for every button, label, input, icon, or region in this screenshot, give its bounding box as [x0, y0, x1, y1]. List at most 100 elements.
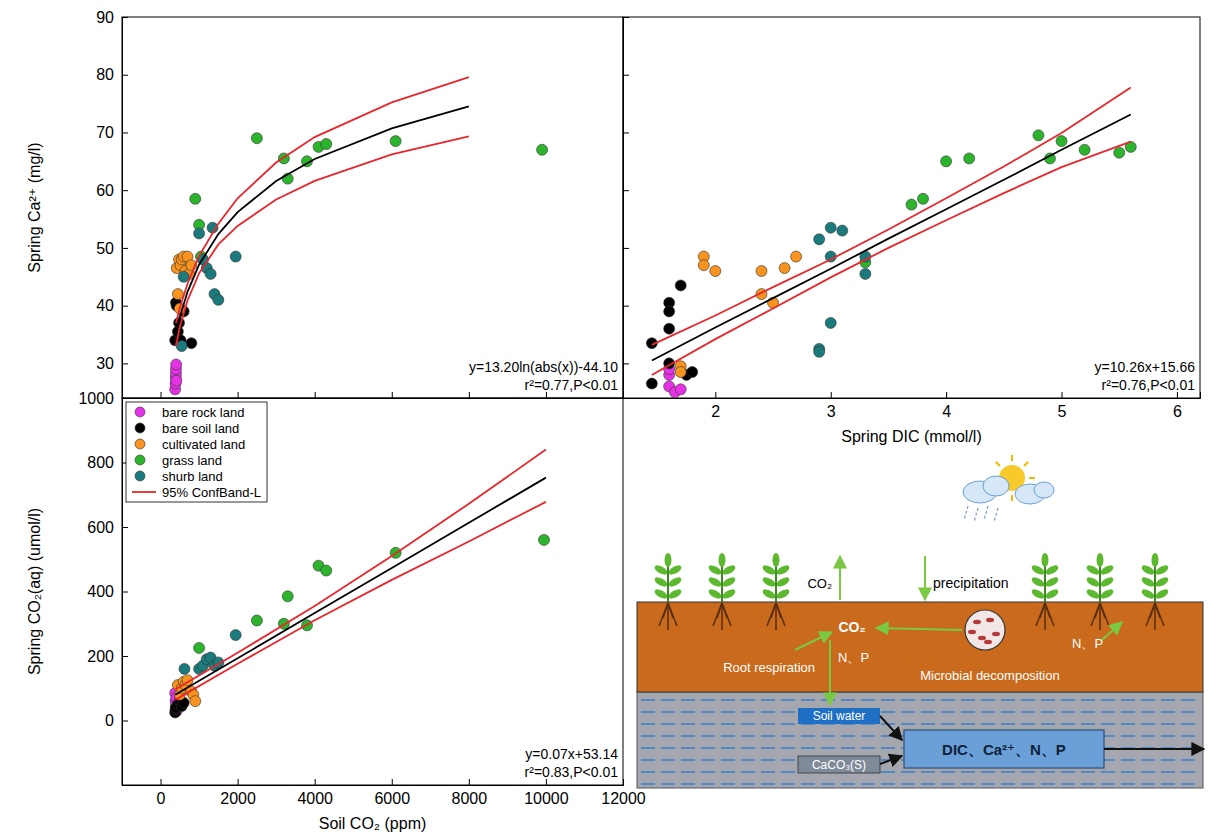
root — [713, 603, 722, 626]
tick-label: 6 — [1173, 403, 1182, 420]
tick-mark — [238, 392, 239, 398]
point — [321, 139, 332, 150]
tick-label: 40 — [96, 297, 114, 314]
root — [663, 603, 668, 618]
tick-mark — [715, 392, 716, 398]
marks — [170, 77, 548, 395]
root — [722, 603, 731, 626]
leaf — [667, 575, 683, 588]
tick: 3 — [827, 392, 836, 420]
tick-mark — [1062, 392, 1063, 398]
tick: 800 — [87, 454, 128, 471]
stem — [1154, 562, 1156, 602]
legend-marker — [135, 455, 145, 465]
diagram-label: Root respiration — [723, 660, 815, 675]
plot-frame — [122, 17, 623, 398]
legend-label: bare rock land — [162, 405, 244, 420]
plot-frame — [122, 398, 623, 785]
x-axis: 020004000600080001000012000 — [123, 779, 646, 807]
point — [1079, 144, 1090, 155]
tick: 90 — [96, 9, 128, 26]
point — [230, 251, 241, 262]
tick-label: 3 — [827, 403, 836, 420]
tick-mark — [122, 592, 128, 593]
root — [1099, 603, 1101, 630]
microbe-icon — [965, 610, 1005, 650]
point — [251, 615, 262, 626]
tick-label: 2 — [711, 403, 720, 420]
leaf — [665, 553, 672, 567]
leaf — [667, 587, 683, 600]
point — [178, 271, 189, 282]
rain — [984, 506, 988, 520]
microbe-circle — [965, 610, 1005, 650]
point — [251, 133, 262, 144]
arrow — [924, 556, 926, 600]
point — [194, 228, 205, 239]
tick-mark — [946, 392, 947, 398]
leaf — [1085, 587, 1101, 600]
tick-label: 4000 — [297, 790, 333, 807]
tick — [315, 392, 316, 398]
annotation: y=10.26x+15.66 — [1095, 359, 1196, 375]
tick-label: 10000 — [524, 790, 569, 807]
point — [390, 136, 401, 147]
tick: 4000 — [297, 779, 333, 807]
tick-mark — [122, 248, 128, 249]
bedrock — [637, 692, 1203, 788]
tick-mark — [623, 132, 629, 133]
point — [698, 260, 709, 271]
tick — [623, 190, 629, 191]
axis-line — [624, 18, 630, 399]
root — [1095, 603, 1100, 618]
tick — [161, 392, 162, 398]
point — [664, 323, 675, 334]
point — [646, 378, 657, 389]
tick-mark — [623, 306, 629, 307]
rain — [974, 508, 978, 522]
rain — [994, 508, 998, 522]
point — [230, 630, 241, 641]
root — [668, 603, 673, 618]
point — [1114, 147, 1125, 158]
point — [171, 375, 182, 386]
leaf — [773, 553, 780, 567]
water-line — [641, 771, 1199, 773]
root — [1100, 603, 1105, 618]
leaf — [721, 587, 737, 600]
root — [776, 603, 781, 618]
tick-mark — [623, 779, 624, 785]
legend-marker — [135, 407, 145, 417]
point — [675, 367, 686, 378]
microbe — [984, 640, 992, 644]
leaf — [1085, 575, 1101, 588]
tick-label: 70 — [96, 124, 114, 141]
plant — [1030, 553, 1060, 630]
leaf — [1099, 587, 1115, 600]
tick-mark — [161, 392, 162, 398]
tick-mark — [161, 779, 162, 785]
point — [537, 144, 548, 155]
tick-label: 80 — [96, 66, 114, 83]
weather-icon — [963, 455, 1054, 522]
point — [194, 642, 205, 653]
tick: 60 — [96, 182, 128, 199]
leaf — [1044, 587, 1060, 600]
confidence-band — [176, 77, 469, 323]
microbe — [978, 636, 986, 640]
point — [860, 268, 871, 279]
annotation: r²=0.77,P<0.01 — [525, 377, 619, 393]
tick: 2000 — [220, 779, 256, 807]
tick-label: 90 — [96, 9, 114, 26]
legend-item: shurb land — [135, 469, 223, 484]
tick-label: 200 — [87, 648, 114, 665]
legend-label: grass land — [162, 453, 222, 468]
point — [179, 663, 190, 674]
tick: 2 — [711, 392, 720, 420]
tick-mark — [122, 721, 128, 722]
tick-mark — [623, 75, 629, 76]
figure: 30405060708090y=13.20ln(abs(x))-44.10r²=… — [0, 0, 1211, 839]
y-axis: 02004006008001000 — [78, 390, 128, 786]
tick-mark — [469, 392, 470, 398]
point — [825, 317, 836, 328]
